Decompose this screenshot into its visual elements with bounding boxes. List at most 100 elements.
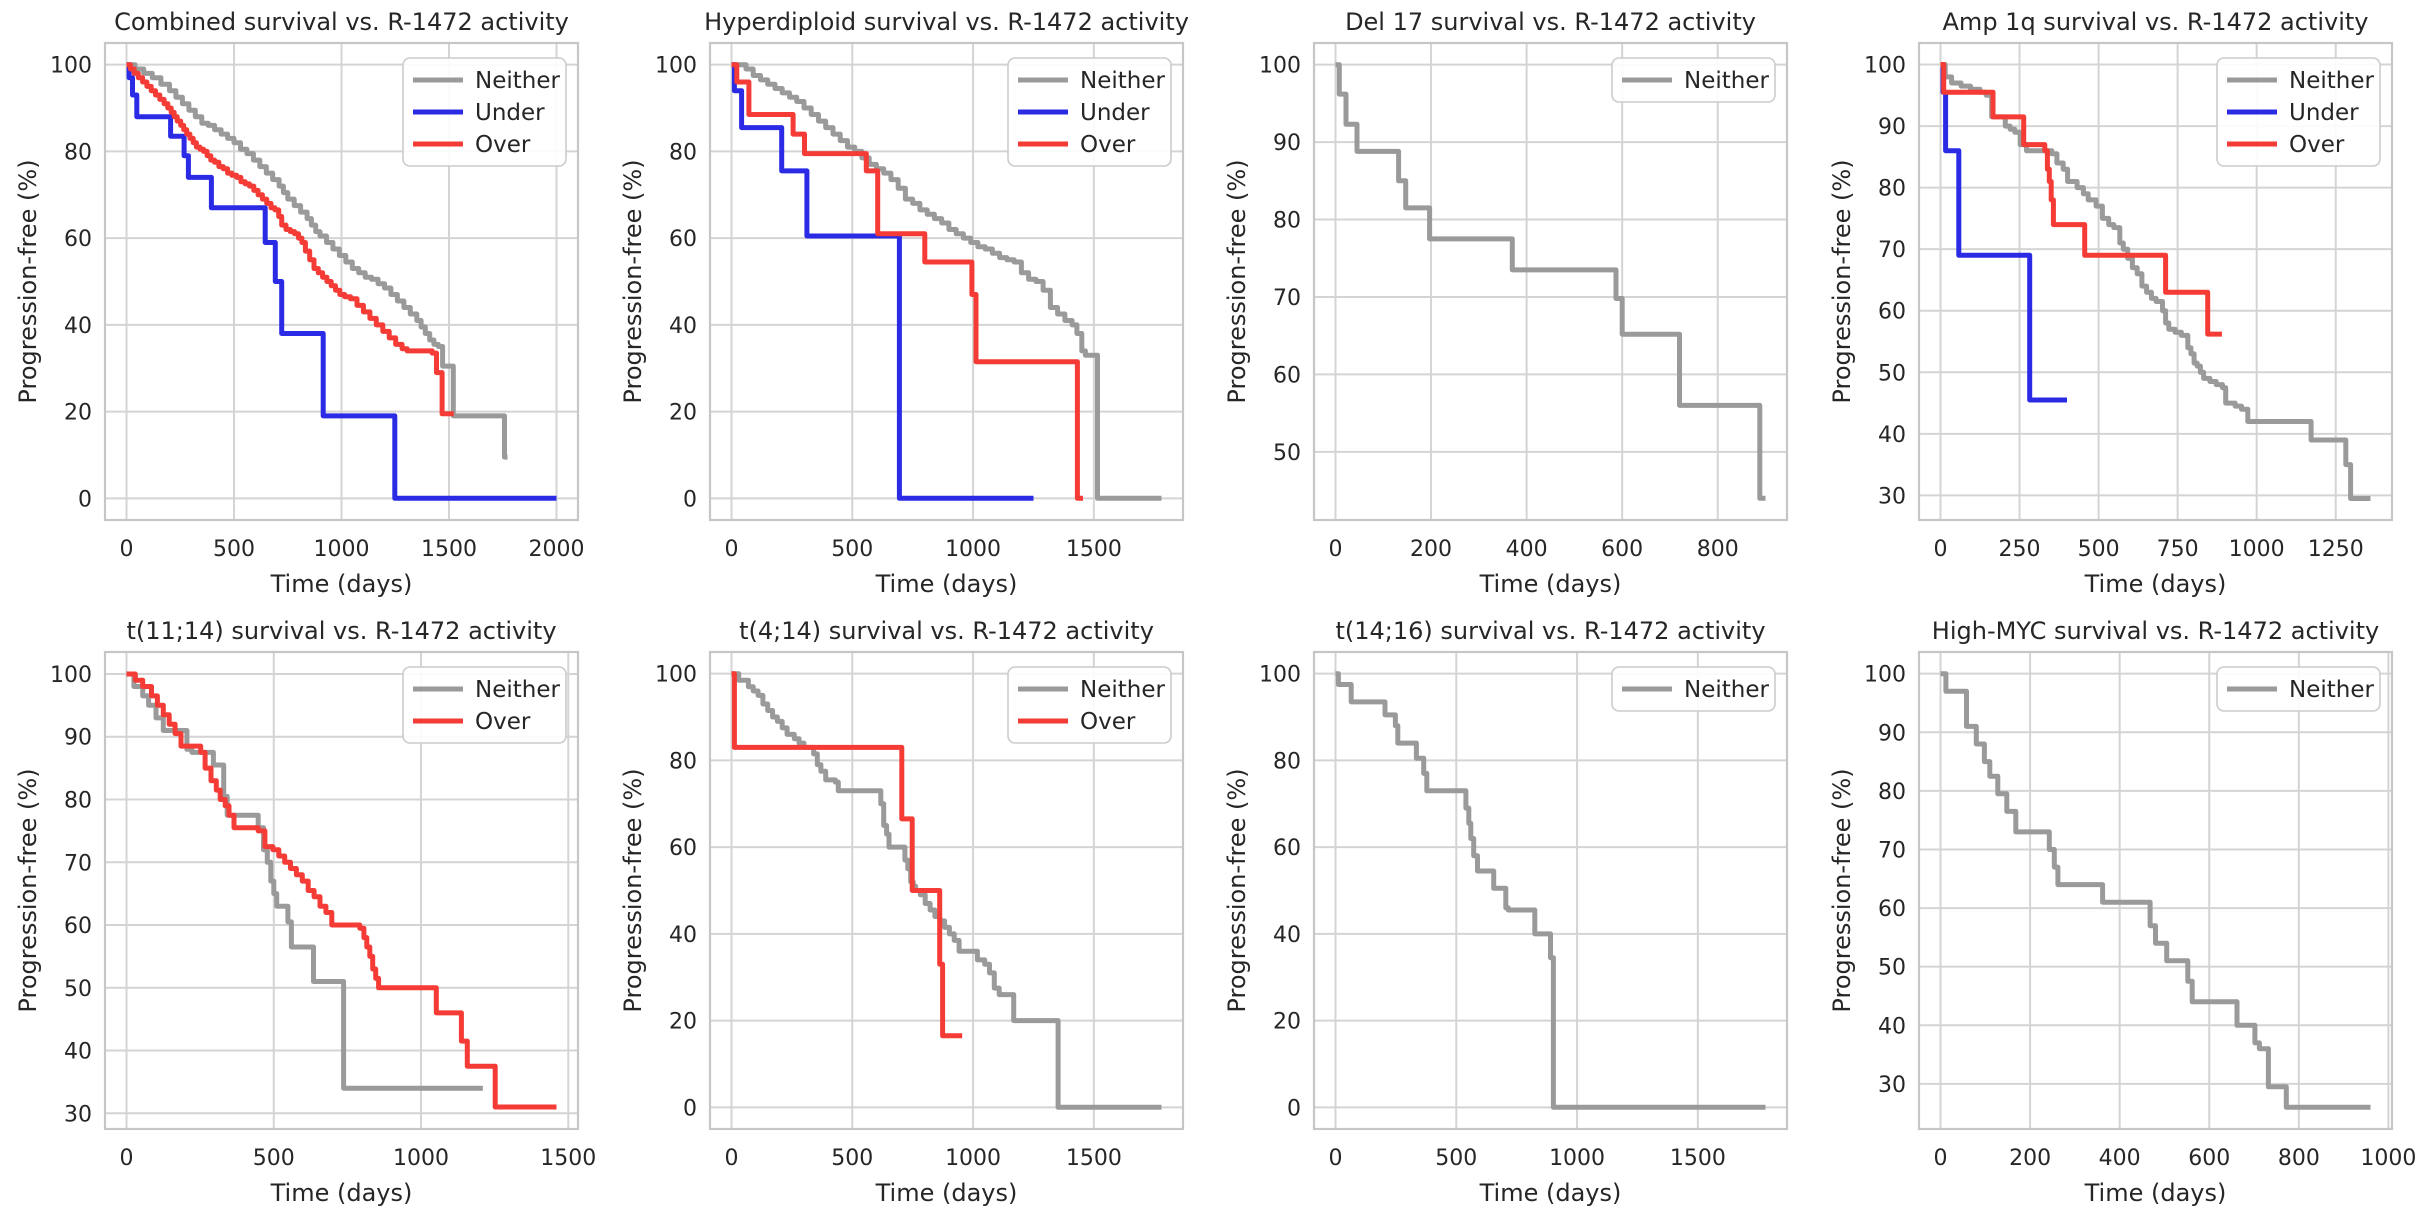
y-tick-label: 0 bbox=[78, 487, 92, 512]
series-neither bbox=[1940, 62, 2370, 501]
legend: Neither Over bbox=[402, 666, 567, 744]
x-tick-label: 1250 bbox=[2307, 537, 2363, 562]
y-tick-label: 30 bbox=[1878, 1073, 1906, 1098]
y-tick-label: 100 bbox=[655, 663, 697, 688]
x-axis-label: Time (days) bbox=[874, 1179, 1017, 1207]
legend-label-neither: Neither bbox=[2289, 68, 2374, 94]
x-tick-label: 0 bbox=[1933, 1146, 1947, 1171]
series-under bbox=[731, 62, 1033, 501]
x-tick-label: 2000 bbox=[529, 537, 585, 562]
x-tick-label: 400 bbox=[2098, 1146, 2140, 1171]
x-axis-label: Time (days) bbox=[270, 1179, 413, 1207]
y-tick-label: 70 bbox=[1273, 286, 1301, 311]
km-chart-t4-14: 0 500 1000 1500 0 20 40 60 80 100 t(4;14) survival… bbox=[619, 617, 1184, 1207]
plot-border bbox=[103, 650, 580, 1131]
x-tick-label: 0 bbox=[724, 1146, 738, 1171]
x-tick-label: 500 bbox=[1435, 1146, 1477, 1171]
legend-item-over: Over bbox=[1017, 132, 1135, 158]
y-tick-label: 0 bbox=[683, 1096, 697, 1121]
x-axis-label: Time (days) bbox=[1479, 570, 1622, 598]
y-tick-label: 60 bbox=[1878, 897, 1906, 922]
legend: Neither Under Over bbox=[2215, 57, 2381, 167]
legend-box bbox=[2215, 57, 2381, 167]
y-tick-label: 80 bbox=[669, 749, 697, 774]
x-tick-label: 0 bbox=[120, 1146, 134, 1171]
legend-label-neither: Neither bbox=[475, 68, 560, 94]
y-tick-label: 40 bbox=[64, 1040, 92, 1065]
legend-label-neither: Neither bbox=[1080, 677, 1165, 703]
y-tick-label: 100 bbox=[655, 54, 697, 79]
legend: Neither Under Over bbox=[402, 57, 567, 167]
km-chart-hyperdiploid: 0 500 1000 1500 0 20 40 60 80 100 Hyperdiploid sur… bbox=[619, 8, 1189, 598]
y-tick-label: 100 bbox=[1259, 663, 1301, 688]
legend-label-under: Under bbox=[475, 100, 545, 126]
series-over bbox=[731, 671, 962, 1039]
x-axis-label: Time (days) bbox=[1479, 1179, 1622, 1207]
plot-border bbox=[1312, 41, 1789, 522]
x-tick-label: 0 bbox=[1933, 537, 1947, 562]
x-tick-label: 800 bbox=[2277, 1146, 2319, 1171]
legend-item-neither: Neither bbox=[413, 68, 560, 94]
x-tick-label: 1000 bbox=[945, 537, 1001, 562]
y-tick-label: 50 bbox=[1273, 441, 1301, 466]
series-neither bbox=[731, 62, 1161, 501]
legend-item-neither: Neither bbox=[2226, 68, 2374, 94]
chart-title: Amp 1q survival vs. R-1472 activity bbox=[1942, 8, 2368, 36]
y-axis-label: Progression-free (%) bbox=[1828, 159, 1856, 403]
plot-border bbox=[1917, 650, 2393, 1131]
plot-border bbox=[1917, 41, 2393, 522]
x-tick-label: 1000 bbox=[314, 537, 370, 562]
y-tick-label: 50 bbox=[1878, 956, 1906, 981]
plot-border bbox=[103, 41, 580, 522]
legend-label-over: Over bbox=[475, 132, 531, 158]
x-tick-label: 0 bbox=[120, 537, 134, 562]
x-tick-label: 400 bbox=[1506, 537, 1548, 562]
chart-title: t(11;14) survival vs. R-1472 activity bbox=[126, 617, 556, 645]
series-over bbox=[126, 62, 454, 417]
y-tick-label: 60 bbox=[669, 836, 697, 861]
y-axis-label: Progression-free (%) bbox=[1223, 768, 1251, 1012]
plot-border bbox=[708, 41, 1184, 522]
x-tick-label: 1500 bbox=[1065, 537, 1121, 562]
y-axis-label: Progression-free (%) bbox=[14, 768, 42, 1012]
legend-item-over: Over bbox=[1017, 709, 1135, 735]
x-tick-label: 800 bbox=[1697, 537, 1739, 562]
x-tick-label: 500 bbox=[831, 537, 873, 562]
y-tick-label: 0 bbox=[683, 487, 697, 512]
y-tick-label: 60 bbox=[64, 227, 92, 252]
legend-item-neither: Neither bbox=[2226, 677, 2374, 703]
legend-item-over: Over bbox=[413, 709, 531, 735]
legend-label-neither: Neither bbox=[1684, 68, 1769, 94]
series-over bbox=[1940, 62, 2222, 337]
x-tick-label: 1000 bbox=[1549, 1146, 1605, 1171]
x-tick-label: 500 bbox=[831, 1146, 873, 1171]
y-tick-label: 80 bbox=[1878, 177, 1906, 202]
km-chart-high-myc: 0 200 400 600 800 1000 30 40 50 60 70 80 90 100 High-M… bbox=[1828, 617, 2416, 1207]
subplot-t14-16: 0 500 1000 1500 0 20 40 60 80 100 t(14;16) surviva… bbox=[1209, 609, 1814, 1218]
series-under bbox=[126, 62, 557, 501]
legend-box bbox=[402, 666, 567, 744]
subplot-amp1q: 0 250 500 750 1000 1250 30 40 50 60 70 80 90 100 Amp 1… bbox=[1813, 0, 2418, 609]
y-axis-label: Progression-free (%) bbox=[1828, 768, 1856, 1012]
y-axis-label: Progression-free (%) bbox=[619, 159, 647, 403]
x-tick-label: 200 bbox=[2009, 1146, 2051, 1171]
y-tick-label: 40 bbox=[1878, 1014, 1906, 1039]
y-tick-label: 40 bbox=[669, 923, 697, 948]
legend-item-over: Over bbox=[413, 132, 531, 158]
x-tick-label: 600 bbox=[2188, 1146, 2230, 1171]
x-axis-label: Time (days) bbox=[874, 570, 1017, 598]
y-tick-label: 40 bbox=[669, 314, 697, 339]
x-axis-label: Time (days) bbox=[2083, 570, 2226, 598]
y-tick-label: 80 bbox=[1878, 780, 1906, 805]
series-neither bbox=[1335, 62, 1766, 501]
km-chart-amp1q: 0 250 500 750 1000 1250 30 40 50 60 70 80 90 100 Amp 1… bbox=[1828, 8, 2393, 598]
x-tick-label: 1500 bbox=[1065, 1146, 1121, 1171]
legend-label-neither: Neither bbox=[1080, 68, 1165, 94]
legend: Neither Under Over bbox=[1006, 57, 1172, 167]
legend-box bbox=[1006, 57, 1172, 167]
y-tick-label: 80 bbox=[1273, 749, 1301, 774]
km-chart-del17: 0 200 400 600 800 50 60 70 80 90 100 Del 17 surviva… bbox=[1223, 8, 1789, 598]
legend-label-over: Over bbox=[475, 709, 531, 735]
y-tick-label: 20 bbox=[64, 401, 92, 426]
